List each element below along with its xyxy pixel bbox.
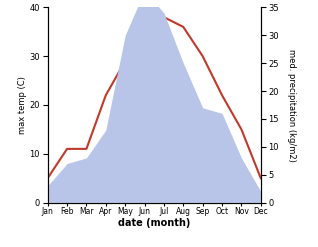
Y-axis label: max temp (C): max temp (C) [18, 76, 27, 134]
X-axis label: date (month): date (month) [118, 219, 190, 228]
Y-axis label: med. precipitation (kg/m2): med. precipitation (kg/m2) [287, 49, 296, 161]
